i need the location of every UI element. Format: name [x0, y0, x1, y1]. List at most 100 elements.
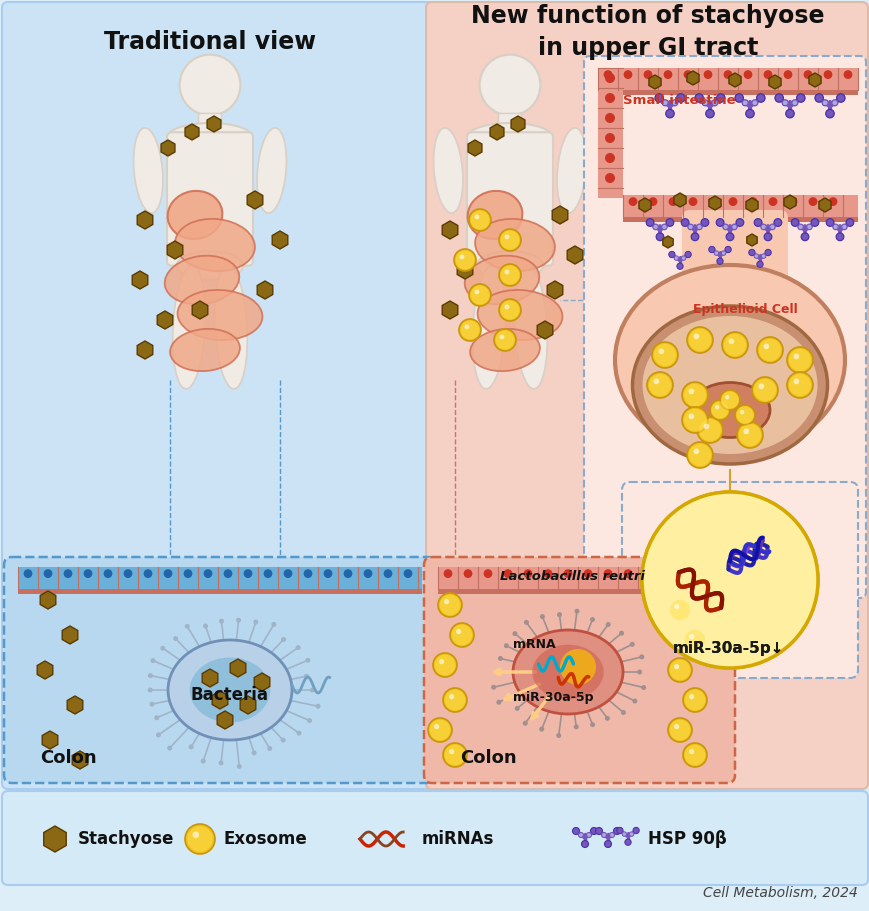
Circle shape [687, 388, 693, 394]
Circle shape [743, 428, 748, 435]
Circle shape [503, 643, 508, 649]
FancyBboxPatch shape [622, 195, 857, 217]
Polygon shape [441, 301, 457, 319]
Circle shape [504, 304, 508, 310]
Circle shape [271, 622, 276, 627]
Circle shape [440, 595, 460, 615]
Circle shape [814, 94, 822, 102]
Circle shape [831, 100, 837, 106]
Circle shape [703, 70, 712, 79]
Circle shape [745, 109, 753, 118]
Circle shape [688, 749, 693, 754]
Circle shape [683, 569, 692, 578]
Circle shape [785, 109, 793, 118]
Polygon shape [272, 231, 288, 249]
Circle shape [738, 424, 760, 446]
Circle shape [713, 251, 718, 255]
Circle shape [703, 424, 708, 429]
Circle shape [709, 400, 729, 420]
Text: HSP 90β: HSP 90β [647, 830, 726, 848]
Circle shape [219, 619, 223, 624]
Ellipse shape [189, 658, 270, 722]
Circle shape [845, 219, 852, 226]
Circle shape [721, 332, 747, 358]
Ellipse shape [433, 128, 462, 213]
Circle shape [825, 109, 833, 118]
Circle shape [468, 284, 490, 306]
Circle shape [787, 197, 797, 206]
Circle shape [682, 628, 706, 652]
FancyBboxPatch shape [423, 557, 734, 783]
Circle shape [555, 733, 561, 738]
FancyBboxPatch shape [2, 791, 867, 885]
FancyBboxPatch shape [621, 482, 857, 678]
Circle shape [636, 670, 641, 674]
Circle shape [621, 832, 626, 836]
FancyBboxPatch shape [18, 589, 421, 594]
Circle shape [437, 593, 461, 617]
Circle shape [680, 219, 688, 226]
Polygon shape [217, 711, 233, 729]
Text: Colon: Colon [460, 749, 516, 767]
Circle shape [835, 233, 843, 241]
Circle shape [682, 743, 706, 767]
FancyBboxPatch shape [198, 113, 222, 135]
Circle shape [439, 659, 444, 664]
Polygon shape [43, 826, 66, 852]
Circle shape [827, 197, 837, 206]
Circle shape [640, 685, 646, 690]
Circle shape [667, 718, 691, 742]
Circle shape [758, 339, 780, 361]
Ellipse shape [514, 266, 547, 389]
Circle shape [267, 746, 272, 751]
Circle shape [667, 598, 691, 622]
Circle shape [751, 377, 777, 403]
Circle shape [434, 655, 454, 675]
Circle shape [429, 720, 449, 741]
Circle shape [720, 390, 740, 410]
Circle shape [263, 569, 272, 578]
Circle shape [594, 827, 602, 834]
Circle shape [451, 625, 472, 645]
Circle shape [663, 569, 672, 578]
Ellipse shape [632, 306, 826, 464]
Ellipse shape [164, 256, 239, 304]
Circle shape [455, 251, 474, 270]
Ellipse shape [256, 128, 286, 213]
Polygon shape [728, 73, 740, 87]
Circle shape [703, 569, 712, 578]
Circle shape [693, 333, 699, 339]
Circle shape [734, 94, 742, 102]
Circle shape [690, 233, 698, 241]
Ellipse shape [167, 123, 253, 151]
Polygon shape [673, 193, 686, 207]
Circle shape [479, 55, 540, 116]
Circle shape [687, 327, 713, 353]
Circle shape [753, 379, 775, 401]
Circle shape [497, 656, 502, 661]
Circle shape [603, 70, 612, 79]
Text: miR-30a-5p↓: miR-30a-5p↓ [672, 640, 783, 656]
Circle shape [760, 254, 765, 259]
Circle shape [494, 329, 515, 351]
Circle shape [143, 569, 152, 578]
Circle shape [578, 833, 583, 837]
Ellipse shape [689, 383, 769, 437]
Circle shape [673, 256, 678, 261]
Circle shape [449, 623, 474, 647]
Ellipse shape [477, 290, 562, 340]
Ellipse shape [168, 191, 222, 239]
Circle shape [604, 93, 614, 103]
Ellipse shape [467, 123, 552, 151]
Circle shape [669, 599, 689, 620]
Circle shape [786, 372, 812, 398]
Circle shape [604, 133, 614, 143]
Polygon shape [43, 731, 57, 749]
Circle shape [23, 569, 32, 578]
FancyBboxPatch shape [167, 132, 253, 266]
Circle shape [651, 342, 677, 368]
Polygon shape [457, 261, 472, 279]
Circle shape [580, 841, 587, 847]
Circle shape [663, 70, 672, 79]
Circle shape [323, 569, 332, 578]
